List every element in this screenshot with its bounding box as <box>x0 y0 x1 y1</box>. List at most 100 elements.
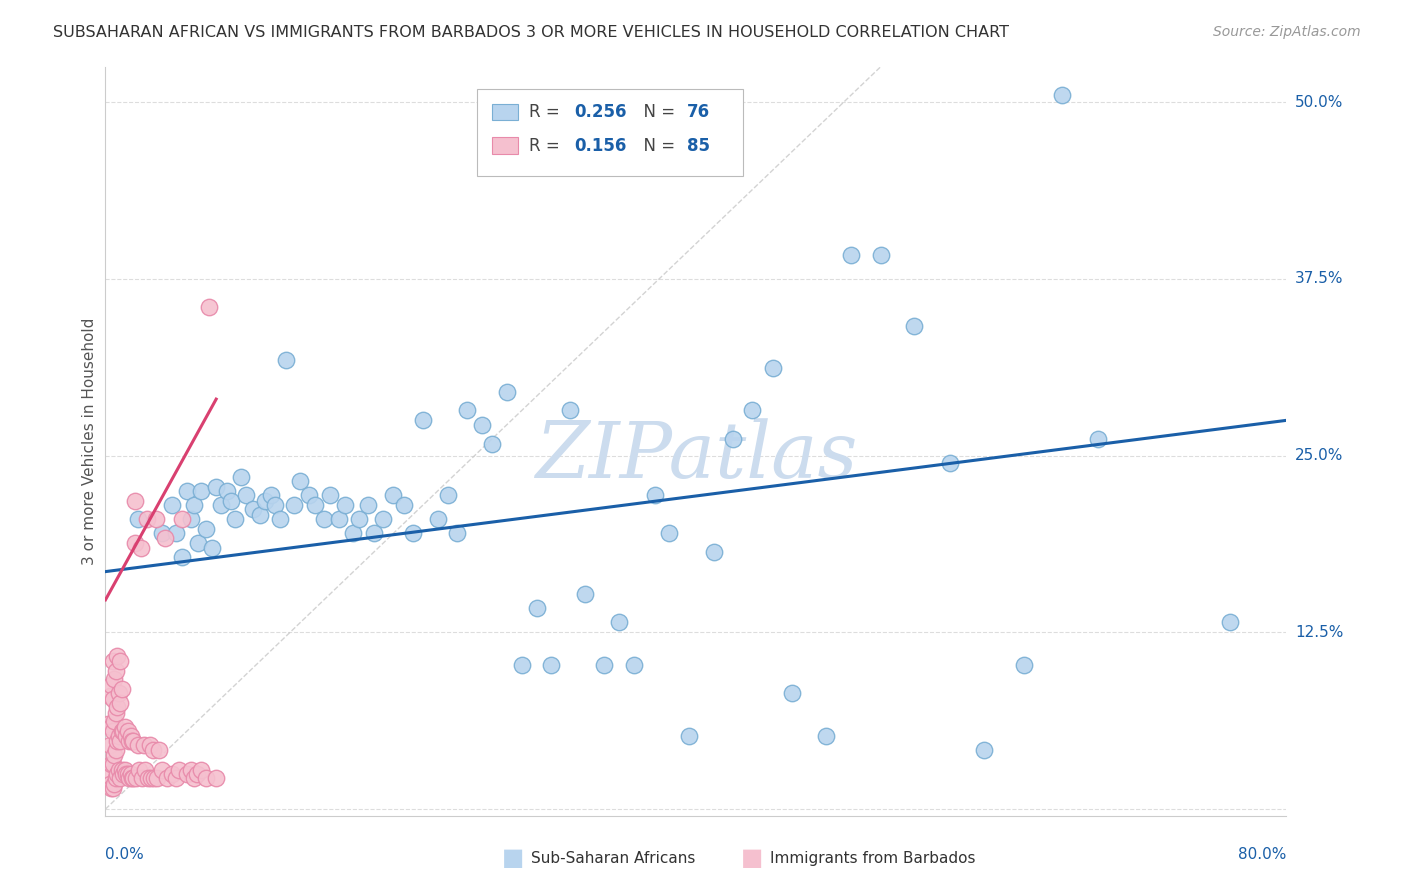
Point <box>1219 615 1241 630</box>
Point <box>496 385 519 400</box>
Point <box>235 488 257 502</box>
Point <box>138 739 162 753</box>
Point <box>231 470 253 484</box>
Point <box>101 724 124 739</box>
Point <box>120 729 142 743</box>
Point <box>678 729 700 743</box>
Point <box>176 766 198 780</box>
Point <box>107 686 129 700</box>
Point <box>114 763 136 777</box>
Point <box>115 766 138 780</box>
Point <box>205 771 228 785</box>
Text: 0.256: 0.256 <box>574 103 627 120</box>
Point <box>117 766 139 780</box>
Point <box>658 526 681 541</box>
Text: 85: 85 <box>686 136 710 154</box>
Point <box>249 508 271 522</box>
Point <box>134 763 156 777</box>
Text: 76: 76 <box>686 103 710 120</box>
Point <box>131 771 153 785</box>
Point <box>104 771 127 785</box>
Point <box>124 494 146 508</box>
Point <box>560 403 582 417</box>
Point <box>342 526 364 541</box>
Point <box>298 488 321 502</box>
Point <box>283 498 305 512</box>
Text: 50.0%: 50.0% <box>1295 95 1343 110</box>
Point <box>312 512 335 526</box>
Point <box>111 724 134 739</box>
Text: 25.0%: 25.0% <box>1295 448 1343 463</box>
Point <box>153 531 176 545</box>
Point <box>197 300 219 314</box>
Point <box>319 488 342 502</box>
Point <box>1087 432 1109 446</box>
Point <box>253 494 276 508</box>
Point <box>122 734 145 748</box>
Point <box>172 550 194 565</box>
Point <box>219 494 242 508</box>
Point <box>105 734 128 748</box>
Point <box>98 777 121 791</box>
Point <box>274 352 297 367</box>
Point <box>117 724 139 739</box>
Point <box>194 522 217 536</box>
Point <box>190 763 212 777</box>
Point <box>118 734 141 748</box>
Text: N =: N = <box>633 103 681 120</box>
Text: Sub-Saharan Africans: Sub-Saharan Africans <box>531 851 696 865</box>
Point <box>160 498 183 512</box>
Point <box>142 743 165 757</box>
Point <box>110 696 132 710</box>
Point <box>1012 657 1035 672</box>
Point <box>215 483 238 498</box>
Point <box>105 700 128 714</box>
Point <box>120 766 142 780</box>
Point <box>526 601 548 615</box>
Point <box>412 413 434 427</box>
Point <box>124 536 146 550</box>
Point <box>103 748 125 763</box>
Point <box>363 526 385 541</box>
Point <box>127 739 149 753</box>
Text: Source: ZipAtlas.com: Source: ZipAtlas.com <box>1213 25 1361 39</box>
Point <box>205 480 228 494</box>
Text: ZIPatlas: ZIPatlas <box>534 418 858 495</box>
Point <box>264 498 287 512</box>
Point <box>104 706 127 720</box>
Point <box>101 756 124 771</box>
Text: R =: R = <box>530 103 565 120</box>
Point <box>187 536 209 550</box>
Text: 0.156: 0.156 <box>574 136 627 154</box>
Text: R =: R = <box>530 136 565 154</box>
Point <box>104 664 127 678</box>
Point <box>540 657 562 672</box>
Text: 37.5%: 37.5% <box>1295 271 1343 286</box>
Point <box>607 615 630 630</box>
Point <box>644 488 666 502</box>
Point <box>471 417 494 432</box>
Text: SUBSAHARAN AFRICAN VS IMMIGRANTS FROM BARBADOS 3 OR MORE VEHICLES IN HOUSEHOLD C: SUBSAHARAN AFRICAN VS IMMIGRANTS FROM BA… <box>53 25 1010 40</box>
Point <box>260 488 283 502</box>
Point <box>101 654 124 668</box>
Point <box>903 318 925 333</box>
Point <box>148 743 170 757</box>
Point <box>101 780 124 795</box>
Point <box>242 502 264 516</box>
Point <box>371 512 394 526</box>
Point <box>105 649 128 664</box>
Text: ■: ■ <box>741 847 763 870</box>
Point <box>97 766 120 780</box>
Point <box>392 498 415 512</box>
Point <box>125 771 148 785</box>
Point <box>135 512 157 526</box>
Text: 0.0%: 0.0% <box>105 847 145 862</box>
Point <box>150 526 173 541</box>
FancyBboxPatch shape <box>478 89 744 176</box>
Point <box>118 771 141 785</box>
Point <box>190 483 212 498</box>
Point <box>160 766 183 780</box>
Point <box>98 689 121 703</box>
Point <box>110 734 132 748</box>
Point <box>104 743 127 757</box>
